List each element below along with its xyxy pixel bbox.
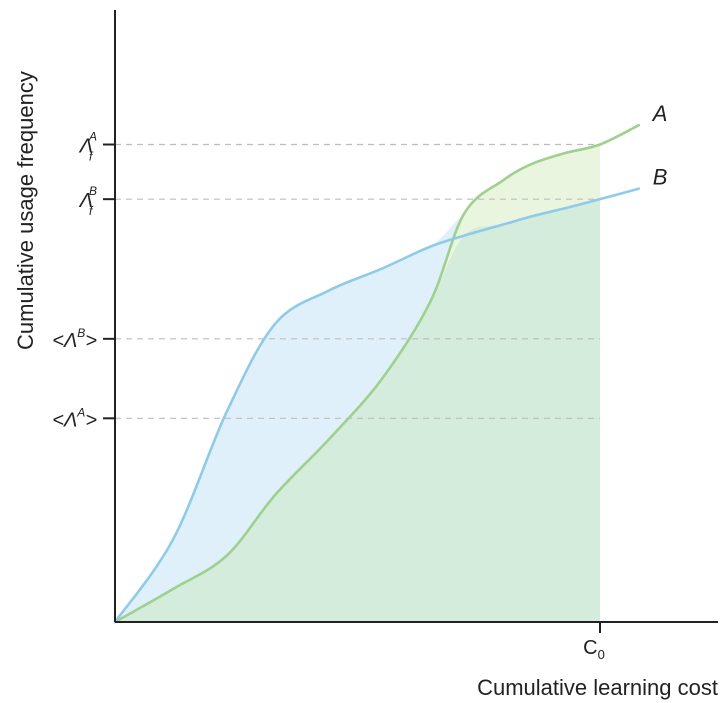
- series-b-label: B: [653, 165, 668, 190]
- y-tick-label-lambda_f_B: ΛB f: [79, 184, 97, 218]
- series-a-label: A: [651, 101, 668, 126]
- x-axis-title: Cumulative learning cost: [477, 675, 718, 700]
- y-tick-label-mean_lambda_A: <ΛA>: [52, 405, 97, 431]
- y-tick-label-mean_lambda_B: <ΛB>: [52, 326, 97, 352]
- series-labels: AB: [651, 101, 668, 189]
- series-lines: [113, 123, 641, 624]
- series-b-line: [113, 187, 641, 624]
- tick-labels: ΛA f ΛB f <ΛB> <ΛA> C0: [52, 130, 605, 662]
- y-axis-title: Cumulative usage frequency: [13, 71, 38, 350]
- x-tick-label-c0: C0: [583, 637, 605, 662]
- y-tick-label-lambda_f_A: ΛA f: [79, 130, 97, 164]
- guide-lines: [115, 143, 600, 419]
- series-a-area: [115, 199, 600, 622]
- axes: [103, 10, 718, 633]
- series-a-line: [113, 123, 641, 624]
- area-fills: [115, 144, 600, 622]
